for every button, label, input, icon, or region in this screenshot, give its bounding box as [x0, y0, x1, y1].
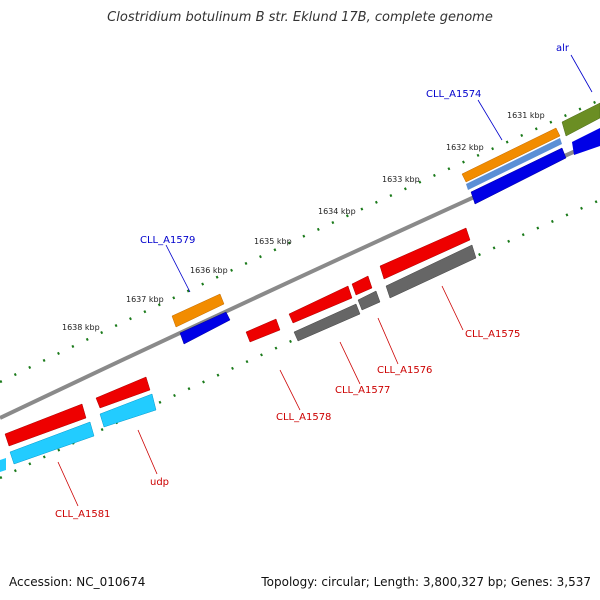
leader-alr — [570, 54, 593, 93]
gene-label-CLL_A1576[interactable]: CLL_A1576 — [377, 365, 432, 376]
kbp-label-1635: 1635 kbp — [254, 237, 292, 246]
gene-udp[interactable] — [95, 376, 157, 428]
kbp-label-1632: 1632 kbp — [446, 143, 484, 152]
leader-udp — [137, 429, 158, 475]
kbp-label-1631: 1631 kbp — [507, 111, 545, 120]
leader-CLL_A1574 — [477, 99, 503, 141]
leader-CLL_A1579 — [165, 244, 191, 293]
gene-label-CLL_A1574[interactable]: CLL_A1574 — [426, 89, 481, 100]
gene-label-CLL_A1581[interactable]: CLL_A1581 — [55, 509, 110, 520]
kbp-label-1637: 1637 kbp — [126, 295, 164, 304]
gene-label-CLL_A1578[interactable]: CLL_A1578 — [276, 412, 331, 423]
accession-text: Accession: NC_010674 — [9, 575, 146, 589]
gene-label-udp[interactable]: udp — [150, 477, 169, 488]
gene-CLL_A1577[interactable] — [288, 285, 361, 342]
gene-CLL_A1576[interactable] — [351, 275, 381, 311]
leader-CLL_A1577 — [339, 341, 361, 385]
gene-label-CLL_A1577[interactable]: CLL_A1577 — [335, 385, 390, 396]
leader-CLL_A1578 — [279, 369, 301, 411]
kbp-label-1634: 1634 kbp — [318, 207, 356, 216]
leader-CLL_A1581 — [57, 461, 79, 507]
gene-label-alr[interactable]: alr — [556, 43, 570, 54]
kbp-label-1636: 1636 kbp — [190, 266, 228, 275]
kbp-label-1638: 1638 kbp — [62, 323, 100, 332]
gene-label-CLL_A1579[interactable]: CLL_A1579 — [140, 235, 195, 246]
gene-CLL_A1575[interactable] — [379, 227, 477, 299]
kbp-label-1633: 1633 kbp — [382, 175, 420, 184]
genome-summary-text: Topology: circular; Length: 3,800,327 bp… — [261, 575, 591, 589]
gene-CLL_A1579[interactable] — [171, 293, 231, 345]
gene-CLL_A1574[interactable] — [461, 127, 567, 205]
gene-CLL_A1581[interactable] — [0, 403, 95, 472]
gene-alr[interactable] — [561, 102, 600, 155]
leader-CLL_A1575 — [441, 285, 464, 331]
leader-CLL_A1576 — [377, 317, 399, 365]
map-title: Clostridium botulinum B str. Eklund 17B,… — [107, 10, 493, 25]
gene-CLL_A1578[interactable] — [245, 318, 281, 343]
gene-label-CLL_A1575[interactable]: CLL_A1575 — [465, 329, 520, 340]
